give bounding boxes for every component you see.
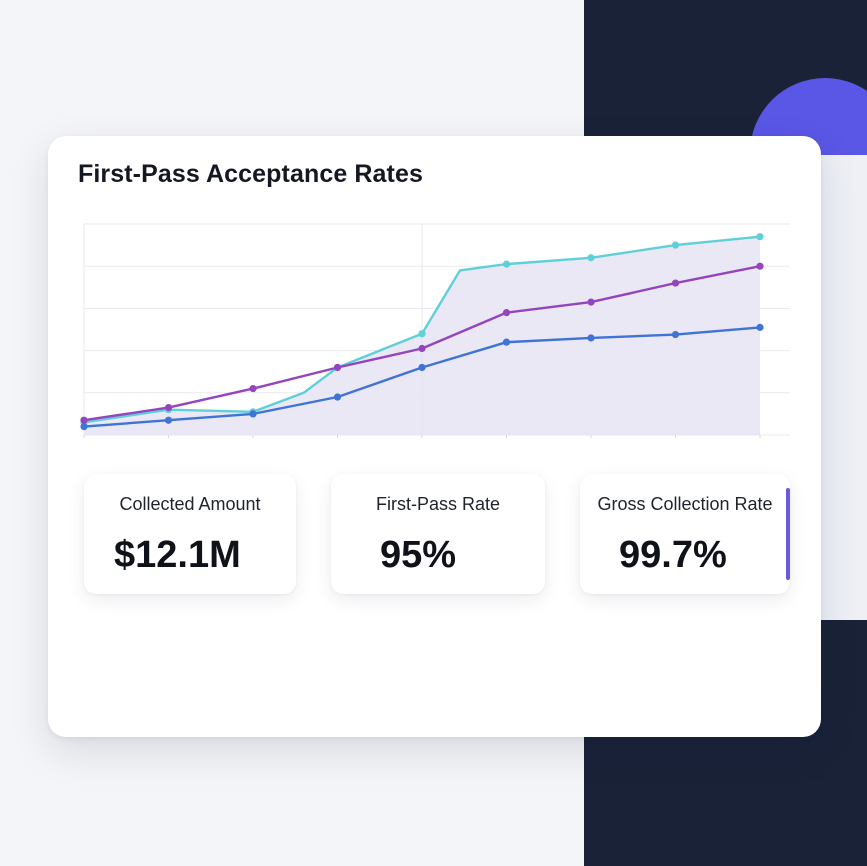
data-point-purple: [418, 344, 426, 353]
line-chart: [80, 223, 790, 438]
data-point-purple: [249, 384, 257, 393]
data-point-teal: [587, 254, 595, 262]
data-point-purple: [80, 416, 88, 424]
data-point-purple: [756, 262, 764, 270]
stat-card-collected-amount: Collected Amount $12.1M: [84, 474, 296, 594]
data-point-blue: [164, 416, 173, 424]
stat-label: Collected Amount: [119, 494, 261, 514]
stat-card-gross-collection-rate: Gross Collection Rate 99.7%: [580, 474, 790, 594]
stat-accent-bar: [786, 488, 790, 580]
stat-value: 99.7%: [619, 534, 727, 576]
stat-value: 95%: [380, 534, 457, 576]
background-strip: [820, 155, 867, 620]
card-title: First-Pass Acceptance Rates: [78, 160, 423, 188]
data-point-purple: [587, 298, 595, 306]
data-point-blue: [80, 422, 88, 431]
data-point-blue: [587, 334, 595, 342]
data-point-blue: [333, 393, 342, 401]
data-point-blue: [671, 330, 680, 339]
data-point-purple: [164, 403, 173, 412]
data-point-blue: [418, 363, 426, 372]
data-point-purple: [333, 363, 342, 372]
data-point-blue: [502, 338, 511, 346]
data-point-blue: [756, 323, 764, 331]
data-point-teal: [418, 330, 426, 338]
chart-point-layer: [80, 233, 764, 431]
data-point-purple: [502, 309, 511, 317]
stat-label: Gross Collection Rate: [597, 494, 773, 514]
data-point-teal: [671, 241, 680, 249]
stat-card-first-pass-rate: First-Pass Rate 95%: [331, 474, 545, 594]
data-point-teal: [756, 233, 764, 241]
stat-value: $12.1M: [114, 534, 241, 576]
data-point-teal: [502, 260, 511, 268]
data-point-blue: [249, 410, 257, 418]
data-point-purple: [671, 279, 680, 287]
stat-label: First-Pass Rate: [375, 494, 501, 514]
acceptance-rates-card: First-Pass Acceptance Rates Collected Am…: [48, 136, 821, 737]
